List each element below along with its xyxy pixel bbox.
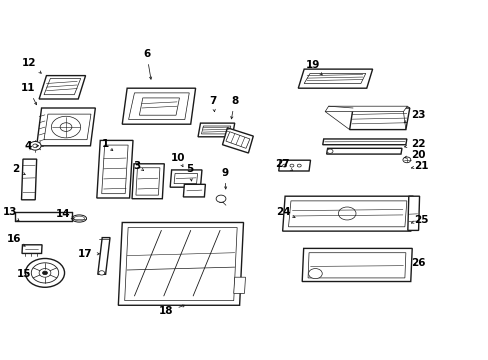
Circle shape — [99, 271, 104, 275]
Circle shape — [216, 195, 225, 202]
Text: 22: 22 — [404, 139, 425, 149]
Polygon shape — [44, 114, 91, 140]
Circle shape — [282, 164, 286, 167]
Text: 18: 18 — [159, 305, 184, 316]
Polygon shape — [298, 69, 372, 88]
Polygon shape — [136, 168, 160, 195]
Polygon shape — [183, 184, 205, 197]
Text: 11: 11 — [21, 83, 37, 105]
Polygon shape — [21, 159, 37, 200]
Polygon shape — [139, 98, 179, 115]
Polygon shape — [322, 139, 406, 145]
Polygon shape — [304, 73, 365, 84]
Text: 19: 19 — [305, 60, 322, 75]
Polygon shape — [122, 88, 195, 124]
Text: 2: 2 — [12, 164, 25, 175]
Text: 12: 12 — [22, 58, 41, 73]
Polygon shape — [44, 78, 81, 95]
Polygon shape — [278, 160, 310, 171]
Polygon shape — [22, 245, 42, 253]
Polygon shape — [201, 126, 230, 134]
Polygon shape — [97, 140, 133, 198]
Polygon shape — [170, 170, 202, 187]
Polygon shape — [349, 108, 409, 130]
Text: 13: 13 — [2, 207, 19, 221]
Text: 4: 4 — [24, 141, 38, 151]
Text: 1: 1 — [102, 139, 113, 150]
Polygon shape — [39, 76, 85, 99]
Circle shape — [289, 164, 293, 167]
Circle shape — [60, 123, 72, 131]
Polygon shape — [132, 164, 164, 199]
Text: 16: 16 — [6, 234, 25, 246]
Polygon shape — [102, 145, 128, 194]
Text: 8: 8 — [230, 96, 238, 119]
Polygon shape — [198, 123, 234, 137]
Circle shape — [402, 157, 410, 163]
Circle shape — [33, 144, 38, 148]
Polygon shape — [282, 196, 412, 231]
Ellipse shape — [74, 216, 84, 221]
Text: 7: 7 — [208, 96, 216, 112]
Circle shape — [29, 141, 41, 150]
Polygon shape — [128, 93, 189, 120]
Text: 3: 3 — [133, 161, 143, 171]
Text: 5: 5 — [186, 164, 193, 181]
Circle shape — [42, 271, 47, 275]
Text: 26: 26 — [410, 258, 425, 268]
Text: 25: 25 — [410, 215, 428, 225]
Polygon shape — [98, 238, 110, 274]
Circle shape — [25, 258, 64, 287]
Circle shape — [308, 269, 322, 279]
Polygon shape — [174, 174, 197, 184]
Polygon shape — [407, 196, 419, 230]
Polygon shape — [233, 277, 245, 293]
Text: 17: 17 — [78, 249, 99, 259]
Text: 24: 24 — [276, 207, 294, 217]
Polygon shape — [37, 108, 95, 146]
Text: 23: 23 — [404, 110, 425, 123]
Text: 27: 27 — [274, 159, 292, 171]
Text: 9: 9 — [221, 168, 228, 189]
Circle shape — [31, 263, 59, 283]
Polygon shape — [118, 222, 243, 305]
Circle shape — [326, 149, 332, 153]
Circle shape — [338, 207, 355, 220]
Circle shape — [39, 269, 51, 277]
Text: 21: 21 — [410, 161, 428, 171]
Polygon shape — [325, 106, 407, 112]
Text: 10: 10 — [171, 153, 185, 167]
Polygon shape — [225, 132, 249, 148]
Polygon shape — [307, 253, 405, 278]
Polygon shape — [222, 128, 253, 153]
Circle shape — [297, 164, 301, 167]
Polygon shape — [288, 201, 406, 227]
Text: 14: 14 — [56, 209, 74, 219]
Polygon shape — [302, 248, 411, 282]
Text: 15: 15 — [17, 269, 32, 279]
Text: 20: 20 — [404, 150, 425, 160]
Polygon shape — [326, 148, 401, 154]
Ellipse shape — [72, 215, 86, 222]
Polygon shape — [124, 228, 237, 301]
Text: 6: 6 — [143, 49, 151, 79]
Circle shape — [51, 116, 81, 138]
